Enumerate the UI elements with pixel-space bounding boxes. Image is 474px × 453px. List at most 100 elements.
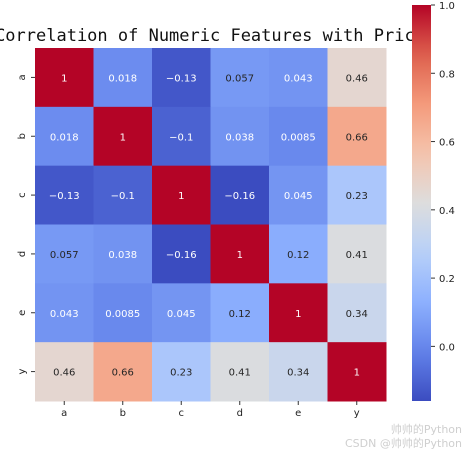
heatmap-cells xyxy=(35,48,387,402)
cell-value-label: −0.13 xyxy=(49,191,80,202)
y-axis-ticks: a b c d e y xyxy=(17,74,35,375)
cell-value-label: 0.057 xyxy=(50,250,79,261)
cell-value-label: 0.0085 xyxy=(105,309,140,320)
heatmap-cell xyxy=(93,106,153,167)
heatmap-cell xyxy=(93,342,153,402)
heatmap-cell xyxy=(210,283,270,343)
heatmap-cell xyxy=(152,165,211,225)
cell-value-label: −0.13 xyxy=(166,73,197,84)
cell-value-label: 0.12 xyxy=(287,250,309,261)
cell-value-label: 0.23 xyxy=(170,368,192,379)
heatmap-cell xyxy=(269,342,328,402)
y-tick-label: y xyxy=(17,369,28,375)
cell-value-label: −0.16 xyxy=(224,191,255,202)
cell-value-label: 0.34 xyxy=(287,368,309,379)
heatmap-cell xyxy=(93,48,153,108)
chart-title: Correlation of Numeric Features with Pri… xyxy=(0,26,425,46)
x-tick-label: d xyxy=(237,408,243,419)
x-tick-label: e xyxy=(295,408,301,419)
cell-value-label: 0.038 xyxy=(225,132,254,143)
heatmap-cell xyxy=(93,283,153,343)
heatmap-cell xyxy=(210,165,270,225)
heatmap-cell xyxy=(152,224,211,284)
cell-value-label: 0.46 xyxy=(346,73,368,84)
heatmap-cell xyxy=(35,224,94,284)
heatmap-cell xyxy=(210,224,270,284)
heatmap-cell xyxy=(327,224,387,284)
heatmap-cell xyxy=(269,165,328,225)
heatmap-cell-labels: 1 0.018 −0.13 0.057 0.043 0.46 0.018 1 −0.1 0.038… xyxy=(49,73,368,378)
colorbar-tick-label: 0.4 xyxy=(439,206,455,217)
cell-value-label: 0.34 xyxy=(346,309,368,320)
cell-value-label: 0.41 xyxy=(346,250,368,261)
heatmap-cell xyxy=(152,283,211,343)
heatmap-cell xyxy=(269,224,328,284)
colorbar-tick-label: 0.8 xyxy=(439,69,455,80)
x-tick-label: b xyxy=(120,408,126,419)
heatmap-cell xyxy=(327,342,387,402)
y-tick-label: c xyxy=(17,192,28,198)
cell-value-label: 0.46 xyxy=(53,368,75,379)
cell-value-label: 0.41 xyxy=(229,368,251,379)
heatmap-cell xyxy=(210,342,270,402)
cell-value-label: 1 xyxy=(295,309,301,320)
colorbar xyxy=(412,5,431,401)
cell-value-label: −0.1 xyxy=(111,191,135,202)
cell-value-label: 0.018 xyxy=(108,73,137,84)
heatmap-cell xyxy=(35,106,94,167)
heatmap-cell xyxy=(35,165,94,225)
heatmap-cell xyxy=(93,165,153,225)
heatmap-cell xyxy=(35,283,94,343)
colorbar-tick-label: 0.2 xyxy=(439,274,455,285)
cell-value-label: 0.043 xyxy=(284,73,313,84)
x-tick-label: c xyxy=(179,408,185,419)
cell-value-label: 1 xyxy=(237,250,243,261)
heatmap-cell xyxy=(35,342,94,402)
cell-value-label: 0.66 xyxy=(346,132,368,143)
colorbar-tick-label: 1.0 xyxy=(439,1,455,12)
heatmap-cell xyxy=(152,48,211,108)
watermark-line1: 帅帅的Python xyxy=(391,422,462,436)
y-tick-label: a xyxy=(17,74,28,80)
y-tick-label: d xyxy=(17,251,28,257)
heatmap-cell xyxy=(269,48,328,108)
x-tick-label: a xyxy=(61,408,67,419)
heatmap-cell xyxy=(210,48,270,108)
cell-value-label: 0.057 xyxy=(225,73,254,84)
heatmap-cell xyxy=(327,48,387,108)
cell-value-label: 1 xyxy=(178,191,184,202)
heatmap-cell xyxy=(327,106,387,167)
cell-value-label: 0.045 xyxy=(167,309,196,320)
cell-value-label: 0.66 xyxy=(112,368,134,379)
cell-value-label: 0.038 xyxy=(108,250,137,261)
cell-value-label: 0.0085 xyxy=(281,132,316,143)
heatmap-cell xyxy=(152,106,211,167)
cell-value-label: −0.16 xyxy=(166,250,197,261)
y-tick-label: b xyxy=(17,133,28,139)
cell-value-label: −0.1 xyxy=(169,132,193,143)
watermark-line2: CSDN @帅帅的Python xyxy=(345,436,462,450)
cell-value-label: 0.045 xyxy=(284,191,313,202)
cell-value-label: 0.043 xyxy=(50,309,79,320)
heatmap-cell xyxy=(269,283,328,343)
cell-value-label: 1 xyxy=(61,73,67,84)
heatmap-cell xyxy=(269,106,328,167)
cell-value-label: 0.23 xyxy=(346,191,368,202)
x-tick-label: y xyxy=(354,408,360,419)
heatmap-cell xyxy=(35,48,94,108)
heatmap-cell xyxy=(152,342,211,402)
y-tick-label: e xyxy=(17,310,28,316)
heatmap-cell xyxy=(327,283,387,343)
colorbar-tick-label: 0.0 xyxy=(439,342,455,353)
heatmap-cell xyxy=(93,224,153,284)
cell-value-label: 1 xyxy=(354,368,360,379)
cell-value-label: 0.12 xyxy=(229,309,251,320)
cell-value-label: 1 xyxy=(120,132,126,143)
heatmap-cell xyxy=(327,165,387,225)
heatmap-cell xyxy=(210,106,270,167)
cell-value-label: 0.018 xyxy=(50,132,79,143)
colorbar-ticks: 1.0 0.8 0.6 0.4 0.2 0.0 xyxy=(431,1,455,353)
colorbar-tick-label: 0.6 xyxy=(439,138,455,149)
